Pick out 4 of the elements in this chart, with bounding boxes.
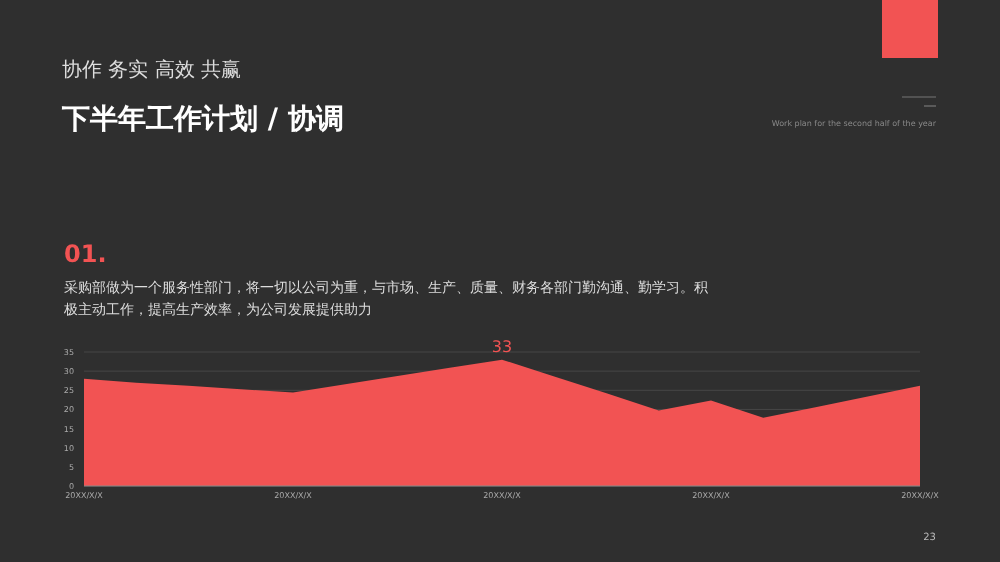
data-label: 33 <box>491 337 513 356</box>
chart-title: 下半年工作计划 / 协调 <box>60 104 344 136</box>
chart-subtitle: 协作 务实 高效 共赢 <box>62 58 242 82</box>
text: 01. <box>64 240 107 268</box>
